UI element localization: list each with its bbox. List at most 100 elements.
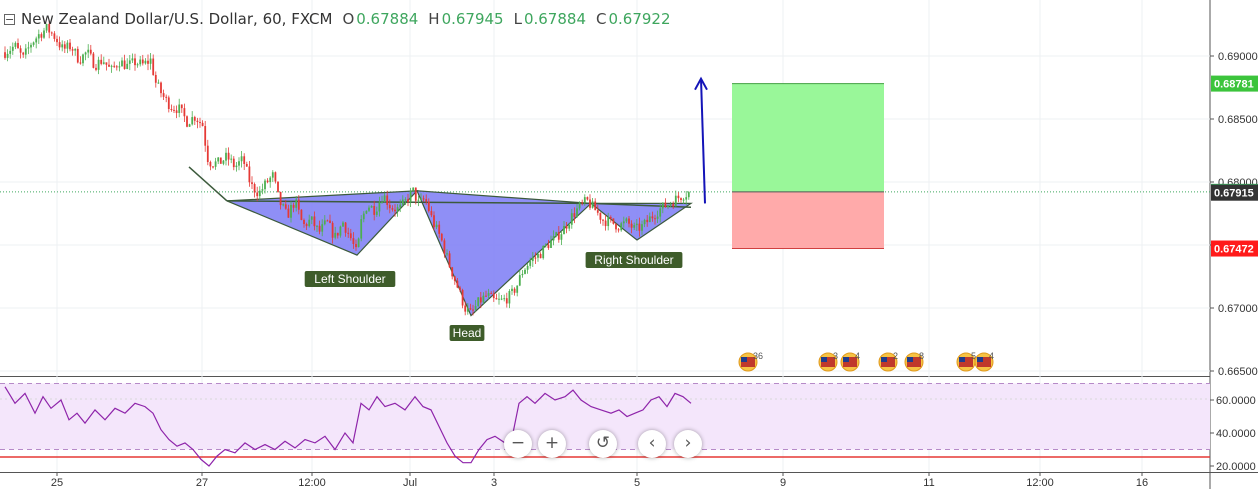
collapse-toggle-icon[interactable]: − (4, 12, 15, 26)
candle-body (617, 229, 620, 231)
scroll-left-button[interactable]: ‹ (638, 430, 666, 458)
candle-body (391, 208, 394, 210)
candle-body (4, 52, 6, 58)
flag-stripes (843, 357, 857, 367)
candle-body (596, 210, 599, 213)
breakout-arrow[interactable] (700, 78, 706, 204)
high-label: H (428, 10, 440, 28)
event-count: 2 (893, 351, 898, 361)
zoom-out-button[interactable]: − (504, 430, 532, 458)
close-label: C (595, 10, 607, 28)
time-tick-label: 25 (51, 477, 63, 489)
candle-body (149, 58, 152, 64)
candle-body (17, 42, 19, 49)
candle-body (518, 275, 521, 286)
candle-body (178, 104, 181, 113)
candle-body (505, 298, 508, 304)
candle-body (321, 224, 324, 232)
candle-body (453, 276, 456, 281)
candle-body (368, 207, 370, 211)
candle-body (526, 265, 529, 270)
candle-body (568, 224, 571, 229)
candle-body (674, 195, 677, 207)
candle-body (287, 208, 290, 218)
candle-body (193, 117, 196, 121)
candle-body (656, 216, 659, 219)
us-flag-icon[interactable]: 4 (974, 351, 994, 372)
candle-body (232, 158, 235, 168)
candle-body (40, 34, 43, 38)
price-tick-label: 0.67000 (1218, 303, 1258, 315)
event-count: 5 (971, 351, 976, 361)
low-value: 0.67884 (523, 10, 586, 28)
time-axis[interactable]: 25 27 12:00 Jul 3 5 9 11 12:00 16 (51, 472, 1148, 489)
candle-body (628, 218, 630, 224)
candle-body (344, 222, 347, 233)
event-count: 3 (833, 351, 838, 361)
zoom-in-button[interactable]: + (538, 430, 566, 458)
economic-events[interactable]: 36 3 4 2 8 5 4 (738, 351, 994, 372)
candle-body (677, 195, 680, 199)
candle-body (100, 59, 103, 64)
candle-body (173, 109, 175, 111)
candle-body (191, 117, 194, 125)
chart-header: − New Zealand Dollar/U.S. Dollar, 60, FX… (0, 0, 671, 38)
candle-body (110, 65, 113, 67)
candle-body (115, 66, 118, 68)
candle-body (154, 74, 157, 83)
candle-body (206, 145, 209, 163)
candle-body (331, 222, 334, 238)
candle-body (123, 60, 126, 69)
us-flag-icon[interactable]: 2 (878, 351, 898, 372)
candle-body (425, 199, 428, 202)
candle-body (360, 219, 363, 239)
candle-body (448, 253, 451, 268)
head-shoulders-pattern[interactable]: Left Shoulder Head Right Shoulder (188, 76, 708, 341)
time-tick-label: 11 (923, 477, 934, 489)
loss-zone[interactable] (732, 191, 884, 249)
neckline[interactable] (226, 200, 692, 208)
left-shoulder-label-bg (304, 271, 396, 287)
candle-body (547, 244, 550, 248)
candle-body (516, 285, 519, 293)
price-badge-label: 0.68781 (1214, 79, 1254, 91)
event-count: 4 (855, 351, 860, 361)
long-position-tool[interactable] (732, 83, 884, 250)
trendline[interactable] (188, 166, 228, 202)
candle-body (414, 187, 417, 201)
us-flag-icon[interactable]: 8 (904, 351, 924, 372)
arrow-head-icon (694, 76, 708, 91)
candle-body (602, 219, 604, 221)
grid-lines (0, 0, 1210, 472)
candle-body (76, 48, 79, 63)
price-axis[interactable]: 0.690000.685000.680000.675000.670000.665… (1210, 51, 1258, 473)
profit-zone[interactable] (732, 83, 884, 192)
open-label: O (342, 10, 355, 28)
scroll-right-button[interactable]: › (674, 430, 702, 458)
candle-body (56, 38, 58, 43)
candle-body (503, 298, 506, 300)
candle-body (342, 222, 344, 227)
candle-body (534, 257, 537, 259)
candle-body (485, 295, 487, 297)
price-badge (1211, 75, 1258, 92)
candle-body (469, 308, 472, 310)
candle-body (230, 158, 233, 160)
us-flag-icon[interactable]: 3 (818, 351, 838, 372)
candle-body (141, 59, 144, 64)
candle-body (472, 309, 474, 311)
candle-body (199, 122, 201, 124)
reset-button[interactable]: ↺ (589, 430, 617, 458)
us-flag-icon[interactable]: 4 (840, 351, 860, 372)
close-value: 0.67922 (608, 10, 671, 28)
candle-body (604, 220, 607, 227)
candle-body (607, 217, 610, 227)
candle-body (209, 162, 212, 167)
candle-body (537, 254, 539, 258)
us-flag-icon[interactable]: 5 (956, 351, 976, 372)
us-flag-icon[interactable]: 36 (738, 351, 763, 372)
flag-stripes (959, 357, 973, 367)
candle-body (565, 225, 568, 229)
candle-body (313, 216, 316, 227)
